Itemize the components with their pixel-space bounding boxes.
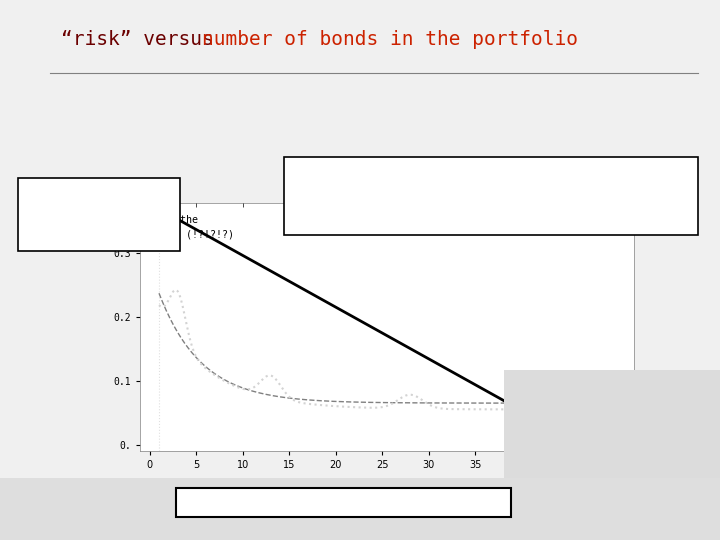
Text: “risk” versus: “risk” versus (61, 30, 225, 49)
ES (155, 290, 163, 296)
Line: ES: ES (159, 293, 615, 403)
TCF (601, 404, 610, 411)
Text: risk of the portfolio .... (!?!?!?): risk of the portfolio .... (!?!?!?) (24, 230, 234, 240)
Text: Are things better for large portfolios ???...: Are things better for large portfolios ?… (175, 496, 513, 509)
ES (374, 399, 382, 406)
Text: B: B (663, 499, 675, 514)
Text: th: th (106, 195, 114, 201)
TCF (155, 302, 163, 308)
ES (600, 400, 608, 407)
Text: bond: bond (146, 200, 176, 210)
Text: ES just tells us: “buy as many bonds as you can !": ES just tells us: “buy as many bonds as … (292, 198, 629, 209)
Text: because it would increase the: because it would increase the (24, 215, 198, 225)
TCF (538, 406, 546, 413)
Text: The surface of risk of ES has a single global
minimum at n=∞ and no fake local m: The surface of risk of ES has a single g… (292, 163, 595, 185)
ES (402, 400, 410, 406)
Text: ABAXBANK: ABAXBANK (47, 495, 96, 504)
TCF (529, 406, 538, 413)
Line: TCF: TCF (159, 290, 615, 409)
TCF (427, 402, 436, 409)
Text: , 28: , 28 (86, 200, 110, 210)
ES (528, 400, 537, 407)
Legend: ES, TCF: ES, TCF (585, 187, 629, 217)
TCF (171, 287, 180, 293)
TCF (402, 392, 411, 399)
Text: th: th (78, 195, 86, 201)
ES (426, 400, 435, 406)
ES (611, 400, 619, 407)
Text: BUY the 13: BUY the 13 (24, 200, 84, 210)
TCF (611, 406, 619, 413)
ES (372, 399, 380, 406)
Text: NOT TO: NOT TO (122, 185, 158, 195)
Text: number of bonds in the portfolio: number of bonds in the portfolio (202, 30, 577, 49)
Text: VaR and TCE suggest us: VaR and TCE suggest us (24, 185, 162, 195)
TCF (372, 404, 381, 411)
Text: th: th (138, 195, 146, 201)
TCF (375, 404, 384, 411)
Text: or 47: or 47 (114, 200, 145, 210)
